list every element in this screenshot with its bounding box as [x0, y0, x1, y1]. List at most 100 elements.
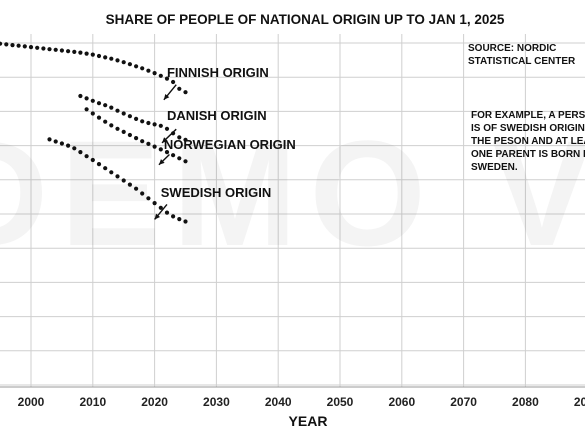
series-swedish-origin: SWEDISH ORIGIN — [47, 137, 272, 224]
data-point — [127, 62, 132, 67]
data-point — [134, 186, 139, 191]
data-point — [146, 68, 151, 73]
data-point — [177, 156, 182, 161]
x-axis-ticks: 2000 2010 2020 2030 2040 2050 2060 2070 2080 2090 — [18, 395, 585, 409]
note-line-5: SWEDEN. — [471, 162, 518, 173]
series-danish-origin: DANISH ORIGIN — [78, 93, 267, 144]
data-point — [134, 116, 139, 121]
data-point — [90, 157, 95, 163]
x-tick-label: 2040 — [265, 395, 292, 409]
note-line-1: FOR EXAMPLE, A PERSON — [471, 110, 585, 121]
data-point — [140, 191, 145, 196]
data-point — [121, 60, 126, 65]
data-point — [78, 93, 83, 99]
data-point — [84, 51, 89, 56]
data-point — [127, 182, 132, 187]
data-point — [115, 108, 120, 113]
data-point — [183, 137, 188, 142]
data-point — [35, 45, 40, 50]
data-point — [121, 111, 126, 116]
data-point — [171, 79, 176, 85]
arrow-head — [158, 159, 165, 165]
series-layer: FINNISH ORIGIN DANISH ORIGIN NORWEGIAN ORI… — [0, 41, 296, 224]
data-point — [115, 174, 120, 179]
data-point — [84, 107, 89, 112]
data-point — [127, 132, 132, 138]
series-label: DANISH ORIGIN — [167, 108, 267, 123]
data-point — [0, 41, 3, 46]
data-point — [158, 73, 163, 78]
data-point — [183, 219, 188, 224]
data-point — [53, 139, 58, 144]
data-point — [158, 147, 163, 152]
data-point — [90, 98, 95, 103]
data-point — [115, 126, 120, 131]
x-tick-label: 2030 — [203, 395, 230, 409]
data-point — [134, 64, 139, 69]
data-point — [140, 139, 145, 144]
data-point — [66, 143, 71, 148]
data-point — [171, 214, 176, 219]
data-point — [164, 210, 170, 215]
data-point — [177, 217, 182, 222]
data-point — [121, 129, 126, 134]
data-point — [164, 76, 170, 81]
arrow-head — [154, 213, 161, 220]
x-axis-label: YEAR — [289, 413, 328, 429]
data-point — [4, 42, 9, 47]
data-point — [96, 101, 102, 106]
data-point — [22, 44, 27, 49]
note-line-4: ONE PARENT IS BORN IN — [471, 149, 585, 160]
grid — [0, 34, 585, 388]
data-point — [152, 201, 157, 206]
data-point — [183, 90, 188, 95]
note-line-2: IS OF SWEDISH ORIGIN IF — [471, 123, 585, 134]
series-label: NORWEGIAN ORIGIN — [164, 137, 296, 152]
data-point — [146, 196, 151, 201]
data-point — [183, 159, 188, 164]
data-point — [171, 153, 176, 158]
data-point — [41, 46, 46, 51]
data-point — [96, 53, 102, 59]
series-norwegian-origin: NORWEGIAN ORIGIN — [84, 107, 296, 166]
data-point — [103, 166, 108, 171]
series-finnish-origin: FINNISH ORIGIN — [0, 41, 269, 101]
x-tick-label: 2050 — [327, 395, 354, 409]
data-point — [177, 86, 182, 91]
source-line-1: SOURCE: NORDIC — [468, 43, 556, 54]
chart-title: SHARE OF PEOPLE OF NATIONAL ORIGIN UP TO… — [106, 12, 505, 27]
data-point — [158, 123, 163, 128]
x-tick-label: 2090 — [574, 395, 585, 409]
data-point — [115, 58, 120, 63]
data-point — [152, 122, 157, 127]
data-point — [109, 123, 114, 128]
data-point — [84, 96, 89, 101]
watermark: DEMO VER — [0, 109, 585, 277]
data-point — [78, 50, 83, 55]
data-point — [59, 48, 64, 53]
data-point — [152, 71, 157, 76]
data-point — [146, 120, 151, 126]
data-point — [146, 141, 151, 146]
data-point — [90, 111, 95, 116]
data-point — [59, 141, 64, 146]
data-point — [66, 49, 71, 54]
data-point — [90, 52, 95, 57]
data-point — [158, 205, 163, 210]
x-tick-label: 2060 — [388, 395, 415, 409]
data-point — [109, 56, 114, 61]
data-point — [103, 55, 108, 60]
arrow-head — [162, 137, 168, 143]
x-tick-label: 2080 — [512, 395, 539, 409]
data-point — [177, 135, 182, 140]
data-point — [47, 47, 52, 52]
x-tick-label: 2000 — [18, 395, 45, 409]
series-label: SWEDISH ORIGIN — [161, 185, 272, 200]
data-point — [164, 150, 170, 155]
data-point — [72, 146, 77, 151]
data-point — [96, 115, 102, 120]
data-point — [109, 105, 114, 110]
data-point — [84, 154, 89, 159]
data-point — [140, 66, 145, 71]
